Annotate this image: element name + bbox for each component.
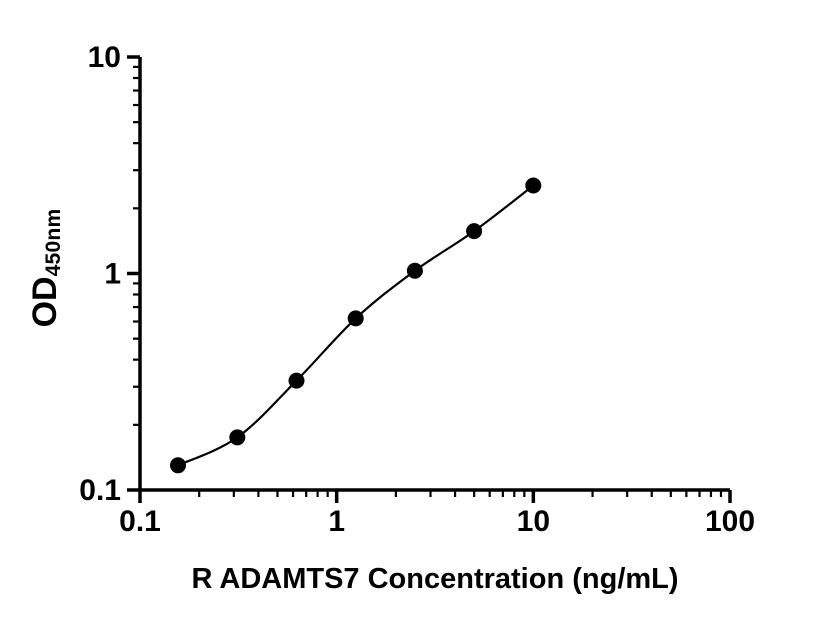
x-tick-label: 10 — [517, 505, 550, 538]
axes-lines — [138, 57, 730, 492]
data-point-marker — [466, 223, 483, 240]
data-point-marker — [170, 457, 186, 474]
y-axis-title-main: OD — [26, 276, 65, 328]
y-tick-label: 0.1 — [79, 474, 121, 507]
y-tick-label: 1 — [104, 258, 121, 291]
x-tick-label: 100 — [705, 505, 755, 538]
x-tick-label: 0.1 — [119, 505, 161, 538]
data-point-marker — [229, 429, 246, 446]
x-axis-title: R ADAMTS7 Concentration (ng/mL) — [191, 563, 679, 595]
data-point-marker — [406, 262, 423, 279]
data-point-marker — [288, 372, 305, 389]
y-axis-title-subscript: 450nm — [41, 208, 65, 277]
data-point-marker — [347, 310, 364, 327]
y-tick-label: 10 — [88, 41, 121, 74]
y-axis-title: OD450nm — [26, 209, 66, 328]
x-tick-label: 1 — [328, 505, 345, 538]
data-point-marker — [525, 177, 542, 194]
